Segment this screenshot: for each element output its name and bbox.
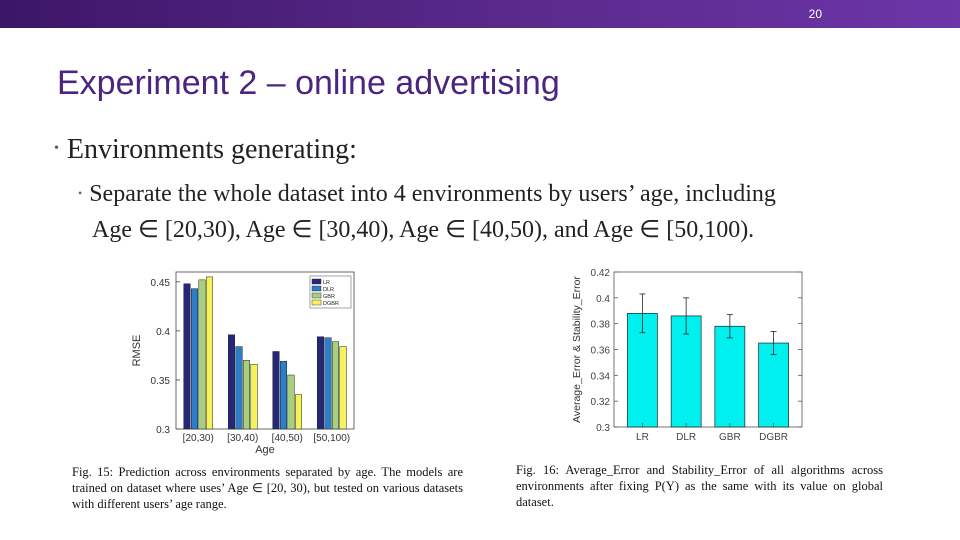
y-tick-label: 0.36 <box>591 346 611 357</box>
bullet-2-line-1: Separate the whole dataset into 4 enviro… <box>89 181 776 207</box>
y-axis-label: Average_Error & Stability_Error <box>571 276 583 423</box>
bar <box>758 342 789 428</box>
legend-label: DGBR <box>323 301 339 307</box>
bullet-1-text: Environments generating: <box>66 134 357 165</box>
x-axis-label: Age <box>255 444 275 456</box>
bar <box>287 374 295 430</box>
bullet-dot: • <box>54 141 59 156</box>
y-tick-label: 0.4 <box>596 294 610 305</box>
bar <box>317 336 324 430</box>
x-tick-label: DLR <box>676 432 696 443</box>
bar <box>235 346 243 430</box>
x-tick-label: [50,100) <box>313 433 350 444</box>
bar <box>250 363 258 430</box>
caption-fig15: Fig. 15: Prediction across environments … <box>72 465 463 511</box>
x-tick-label: [30,40) <box>227 433 258 444</box>
caption-fig16: Fig. 16: Average_Error and Stability_Err… <box>516 463 883 509</box>
y-tick-label: 0.3 <box>596 423 610 434</box>
slide-title: Experiment 2 – online advertising <box>57 64 560 102</box>
bullet-2: • Separate the whole dataset into 4 envir… <box>78 178 776 247</box>
y-tick-label: 0.35 <box>151 376 171 387</box>
bar <box>206 276 213 430</box>
x-tick-label: DGBR <box>759 432 788 443</box>
bar <box>339 346 347 430</box>
legend-swatch <box>311 299 322 306</box>
rmse-grouped-bar-chart: 0.3 0.35 0.4 0.45 [20,30) [30,40) [40,50) [50,1… <box>131 271 355 456</box>
y-tick-label: 0.34 <box>591 371 611 382</box>
y-axis-label: RMSE <box>131 335 143 367</box>
bar <box>198 279 206 430</box>
bar <box>183 283 191 430</box>
bar <box>191 288 198 430</box>
y-tick-label: 0.4 <box>156 327 170 338</box>
x-tick-label: LR <box>636 432 649 443</box>
y-tick-label: 0.45 <box>151 278 171 289</box>
y-tick-label: 0.38 <box>591 320 611 331</box>
y-tick-label: 0.3 <box>156 425 170 436</box>
x-tick-label: [40,50) <box>272 433 303 444</box>
bar <box>280 361 287 430</box>
slide-number: 20 <box>808 7 822 21</box>
legend-label: LR <box>323 280 330 286</box>
y-tick-label: 0.42 <box>591 268 611 279</box>
x-tick-label: GBR <box>719 432 741 443</box>
bar <box>670 315 702 428</box>
legend-label: GBR <box>323 294 335 300</box>
legend-swatch <box>311 285 322 292</box>
bar <box>243 360 250 430</box>
bar <box>714 325 746 428</box>
legend-label: DLR <box>323 287 334 293</box>
bullet-2-line-2: Age ∈ [20,30), Age ∈ [30,40), Age ∈ [40,… <box>92 217 755 243</box>
bullet-dot: • <box>78 186 83 200</box>
y-tick-label: 0.32 <box>591 397 611 408</box>
x-tick-label: [20,30) <box>183 433 214 444</box>
bullet-1: • Environments generating: <box>54 134 357 166</box>
bar <box>324 337 332 430</box>
bar <box>295 394 302 430</box>
top-banner <box>0 0 960 28</box>
legend-swatch <box>311 292 322 299</box>
error-bar-chart: 0.3 0.32 0.34 0.36 0.38 0.4 0.42 LR DLR GBR DGBR Av… <box>571 268 803 443</box>
legend-swatch <box>311 278 322 285</box>
bar <box>228 334 235 430</box>
bar <box>272 351 280 430</box>
bar <box>332 341 339 430</box>
